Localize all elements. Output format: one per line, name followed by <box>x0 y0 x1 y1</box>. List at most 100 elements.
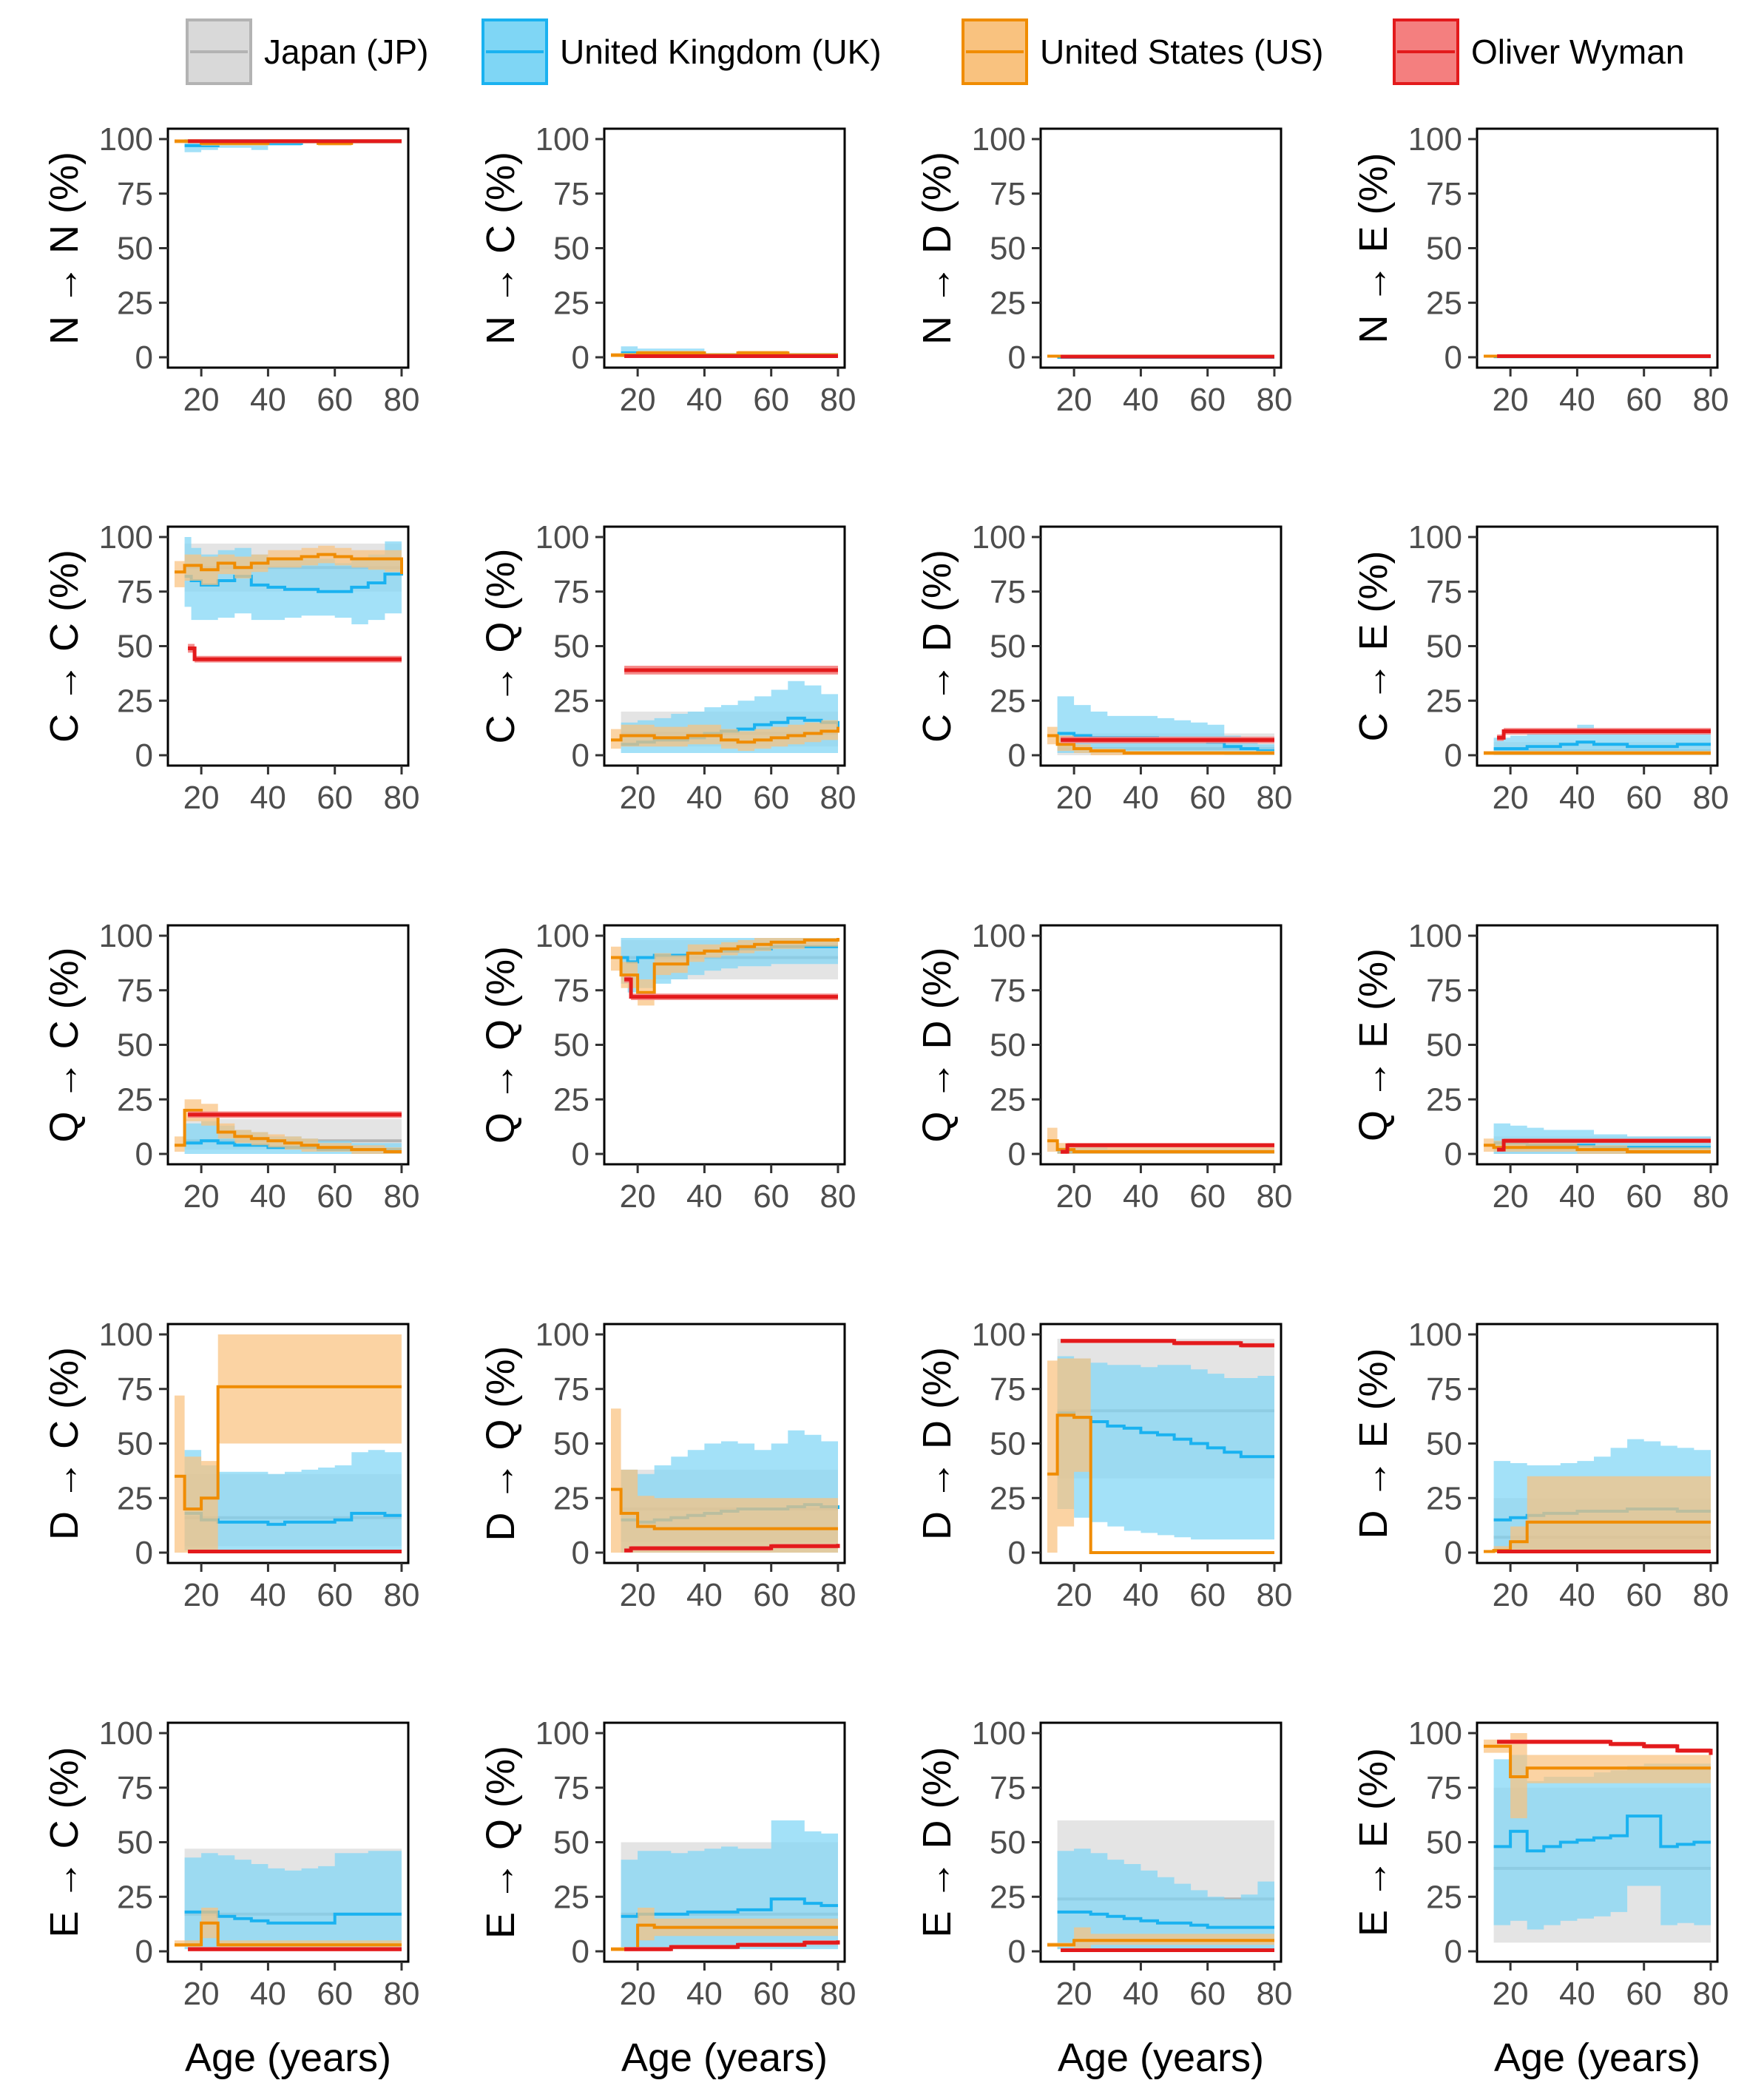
y-tick-label: 0 <box>572 1136 589 1172</box>
series-oliver-wyman <box>1497 728 1711 741</box>
series-line <box>1047 1939 1274 1947</box>
legend-item-uk: United Kingdom (UK) <box>481 18 882 85</box>
x-tick-label: 80 <box>383 382 419 418</box>
legend-item-us: United States (US) <box>962 18 1323 85</box>
y-axis-title: C → D (%) <box>915 550 959 743</box>
y-tick-label: 75 <box>990 574 1026 610</box>
plot-area <box>175 537 403 663</box>
y-tick-label: 0 <box>1008 1535 1026 1571</box>
x-tick-label: 40 <box>250 1577 286 1613</box>
y-tick-label: 75 <box>117 574 153 610</box>
series-oliver-wyman <box>1061 1948 1274 1952</box>
y-tick-label: 75 <box>1426 574 1462 610</box>
panel-d-q: 0 25 50 75 100 20 40 60 80 D → Q (%) <box>479 1317 856 1613</box>
y-tick-label: 75 <box>990 176 1026 212</box>
series-oliver-wyman <box>1061 1143 1274 1154</box>
y-tick-label: 75 <box>1426 1371 1462 1408</box>
legend-label: Japan (JP) <box>264 33 428 71</box>
panel-d-d: 0 25 50 75 100 20 40 60 80 D → D (%) <box>915 1317 1292 1613</box>
y-tick-label: 0 <box>1008 340 1026 376</box>
y-axis-title: C → E (%) <box>1351 550 1396 741</box>
y-tick-label: 50 <box>553 1426 589 1462</box>
series-oliver-wyman <box>188 1550 402 1553</box>
x-tick-label: 20 <box>183 780 220 816</box>
y-tick-label: 50 <box>117 231 153 267</box>
panel-background <box>1477 129 1717 368</box>
series-united-states-us <box>611 1908 838 1951</box>
series-line <box>624 977 838 999</box>
series-oliver-wyman <box>624 976 838 1000</box>
series-line <box>611 1488 838 1530</box>
x-tick-label: 20 <box>1056 1178 1092 1215</box>
x-tick-label: 80 <box>820 382 856 418</box>
y-tick-label: 25 <box>990 683 1026 719</box>
y-tick-label: 25 <box>553 1879 589 1915</box>
panel-n-c: 0 25 50 75 100 20 40 60 80 N → C (%) <box>479 121 856 418</box>
y-tick-label: 25 <box>553 1081 589 1118</box>
y-tick-label: 100 <box>535 121 589 158</box>
y-axis-title: D → C (%) <box>42 1347 87 1540</box>
x-tick-label: 60 <box>1626 1577 1662 1613</box>
y-tick-label: 0 <box>1444 1136 1462 1172</box>
series-oliver-wyman <box>1061 736 1274 743</box>
plot-area <box>1484 354 1711 359</box>
plot-area <box>611 938 839 1006</box>
panel-e-q: 0 25 50 75 100 20 40 60 80 E → Q (%) Age (years) <box>479 1715 856 2080</box>
series-oliver-wyman <box>624 354 838 358</box>
panel-c-d: 0 25 50 75 100 20 40 60 80 C → D (%) <box>915 519 1292 816</box>
x-tick-label: 80 <box>820 1178 856 1215</box>
ci-band <box>175 1908 402 1948</box>
x-tick-label: 20 <box>620 780 656 816</box>
x-tick-label: 40 <box>1123 1577 1159 1613</box>
series-united-kingdom-uk <box>1493 1755 1711 1930</box>
y-tick-label: 25 <box>1426 1480 1462 1516</box>
x-tick-label: 20 <box>620 1976 656 2012</box>
x-tick-label: 80 <box>1692 1178 1729 1215</box>
y-tick-label: 100 <box>535 918 589 954</box>
x-tick-label: 60 <box>317 780 353 816</box>
y-tick-label: 100 <box>1408 1317 1462 1353</box>
x-tick-label: 80 <box>1256 1577 1292 1613</box>
y-tick-label: 0 <box>572 340 589 376</box>
y-tick-label: 50 <box>117 629 153 665</box>
panel-d-c: 0 25 50 75 100 20 40 60 80 D → C (%) <box>42 1317 419 1613</box>
x-tick-label: 20 <box>183 1976 220 2012</box>
x-axis-title: Age (years) <box>185 2036 391 2080</box>
x-tick-label: 60 <box>317 382 353 418</box>
x-tick-label: 80 <box>383 780 419 816</box>
y-tick-label: 100 <box>972 519 1026 556</box>
x-tick-label: 60 <box>1189 1178 1226 1215</box>
y-tick-label: 100 <box>1408 121 1462 158</box>
series-line <box>1493 1814 1711 1853</box>
y-tick-label: 75 <box>990 1371 1026 1408</box>
x-tick-label: 40 <box>250 780 286 816</box>
x-tick-label: 40 <box>686 1577 723 1613</box>
y-tick-label: 50 <box>553 231 589 267</box>
y-tick-label: 75 <box>553 1371 589 1408</box>
series-united-states-us <box>1047 1927 1274 1950</box>
x-tick-label: 80 <box>1256 1976 1292 2012</box>
x-tick-label: 40 <box>1123 1976 1159 2012</box>
x-tick-label: 60 <box>1626 382 1662 418</box>
ci-band <box>184 1851 402 1950</box>
x-tick-label: 20 <box>183 1577 220 1613</box>
series-line <box>1484 1520 1711 1553</box>
panel-q-q: 0 25 50 75 100 20 40 60 80 Q → Q (%) <box>479 918 856 1215</box>
ci-band <box>611 715 838 752</box>
plot-area <box>611 1820 840 1951</box>
series-line <box>175 1921 402 1947</box>
y-tick-label: 75 <box>117 1371 153 1408</box>
series-oliver-wyman <box>188 1947 402 1951</box>
y-tick-label: 0 <box>1444 340 1462 376</box>
y-tick-label: 100 <box>535 519 589 556</box>
y-tick-label: 100 <box>1408 1715 1462 1752</box>
series-oliver-wyman <box>624 1542 840 1553</box>
x-tick-label: 40 <box>1559 1976 1595 2012</box>
y-axis-title: D → Q (%) <box>479 1346 523 1542</box>
series-united-states-us <box>1484 1733 1711 1819</box>
ci-band <box>1047 1358 1274 1553</box>
y-tick-label: 0 <box>135 340 153 376</box>
y-tick-label: 100 <box>972 121 1026 158</box>
series-line <box>1057 1910 1274 1929</box>
x-tick-label: 20 <box>1493 1976 1529 2012</box>
